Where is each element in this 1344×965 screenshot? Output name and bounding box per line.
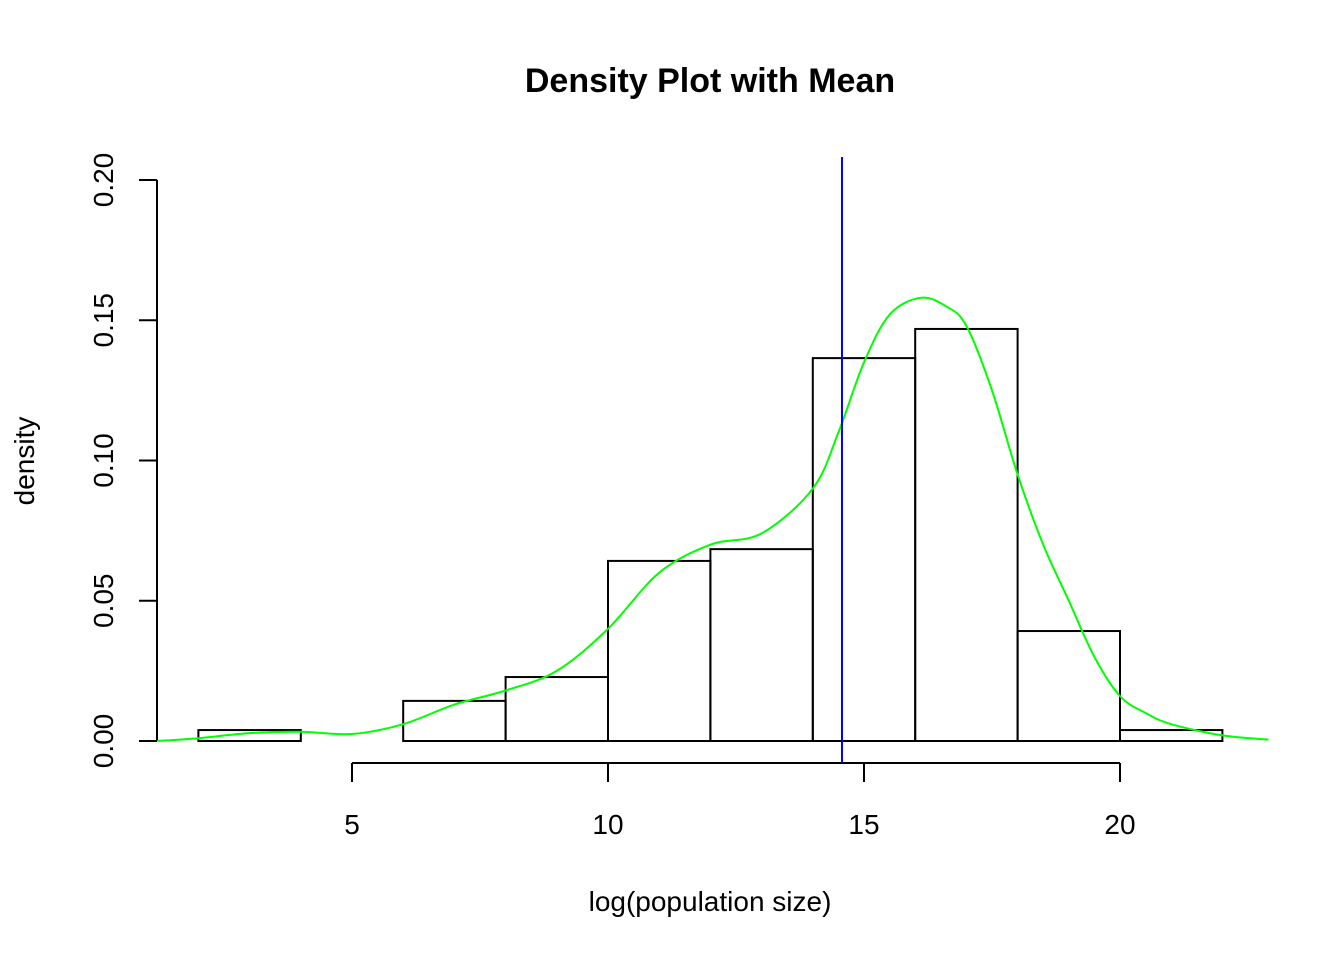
y-tick-label: 0.20 [88,153,119,208]
histogram-bar [709,548,814,742]
y-tick-label: 0.05 [88,574,119,629]
histogram-bar [607,559,712,742]
y-axis-label: density [9,417,40,506]
histogram-bar [402,699,507,742]
y-tick-label: 0.15 [88,293,119,348]
x-axis-label: log(population size) [589,886,832,917]
chart-title: Density Plot with Mean [525,62,895,100]
histogram-bar [1016,630,1121,743]
density-curve [157,296,1269,742]
histogram-bar [197,729,302,742]
x-tick-label: 10 [592,809,623,840]
x-tick-label: 15 [848,809,879,840]
histogram-bar [811,357,917,742]
y-tick-label: 0.00 [88,714,119,769]
y-tick-label: 0.10 [88,433,119,488]
x-tick-label: 5 [344,809,360,840]
histogram-bar [914,327,1019,742]
x-tick-label: 20 [1104,809,1135,840]
